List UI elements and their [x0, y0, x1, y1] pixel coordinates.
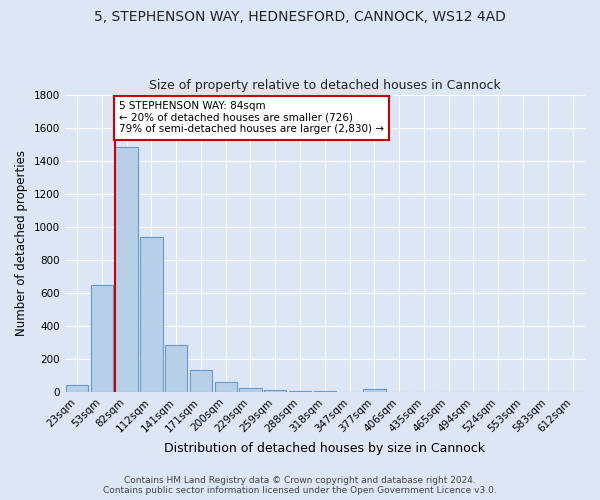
Text: 5, STEPHENSON WAY, HEDNESFORD, CANNOCK, WS12 4AD: 5, STEPHENSON WAY, HEDNESFORD, CANNOCK, … [94, 10, 506, 24]
Bar [215, 382, 237, 392]
Bar [140, 236, 163, 392]
Bar [239, 388, 262, 392]
X-axis label: Distribution of detached houses by size in Cannock: Distribution of detached houses by size … [164, 442, 485, 455]
Y-axis label: Number of detached properties: Number of detached properties [15, 150, 28, 336]
Bar [289, 391, 311, 392]
Bar [165, 345, 187, 392]
Bar [115, 148, 138, 392]
Text: 5 STEPHENSON WAY: 84sqm
← 20% of detached houses are smaller (726)
79% of semi-d: 5 STEPHENSON WAY: 84sqm ← 20% of detache… [119, 101, 384, 134]
Bar [363, 389, 386, 392]
Bar [91, 284, 113, 392]
Text: Contains HM Land Registry data © Crown copyright and database right 2024.
Contai: Contains HM Land Registry data © Crown c… [103, 476, 497, 495]
Title: Size of property relative to detached houses in Cannock: Size of property relative to detached ho… [149, 79, 501, 92]
Bar [190, 370, 212, 392]
Bar [264, 390, 286, 392]
Bar [66, 386, 88, 392]
